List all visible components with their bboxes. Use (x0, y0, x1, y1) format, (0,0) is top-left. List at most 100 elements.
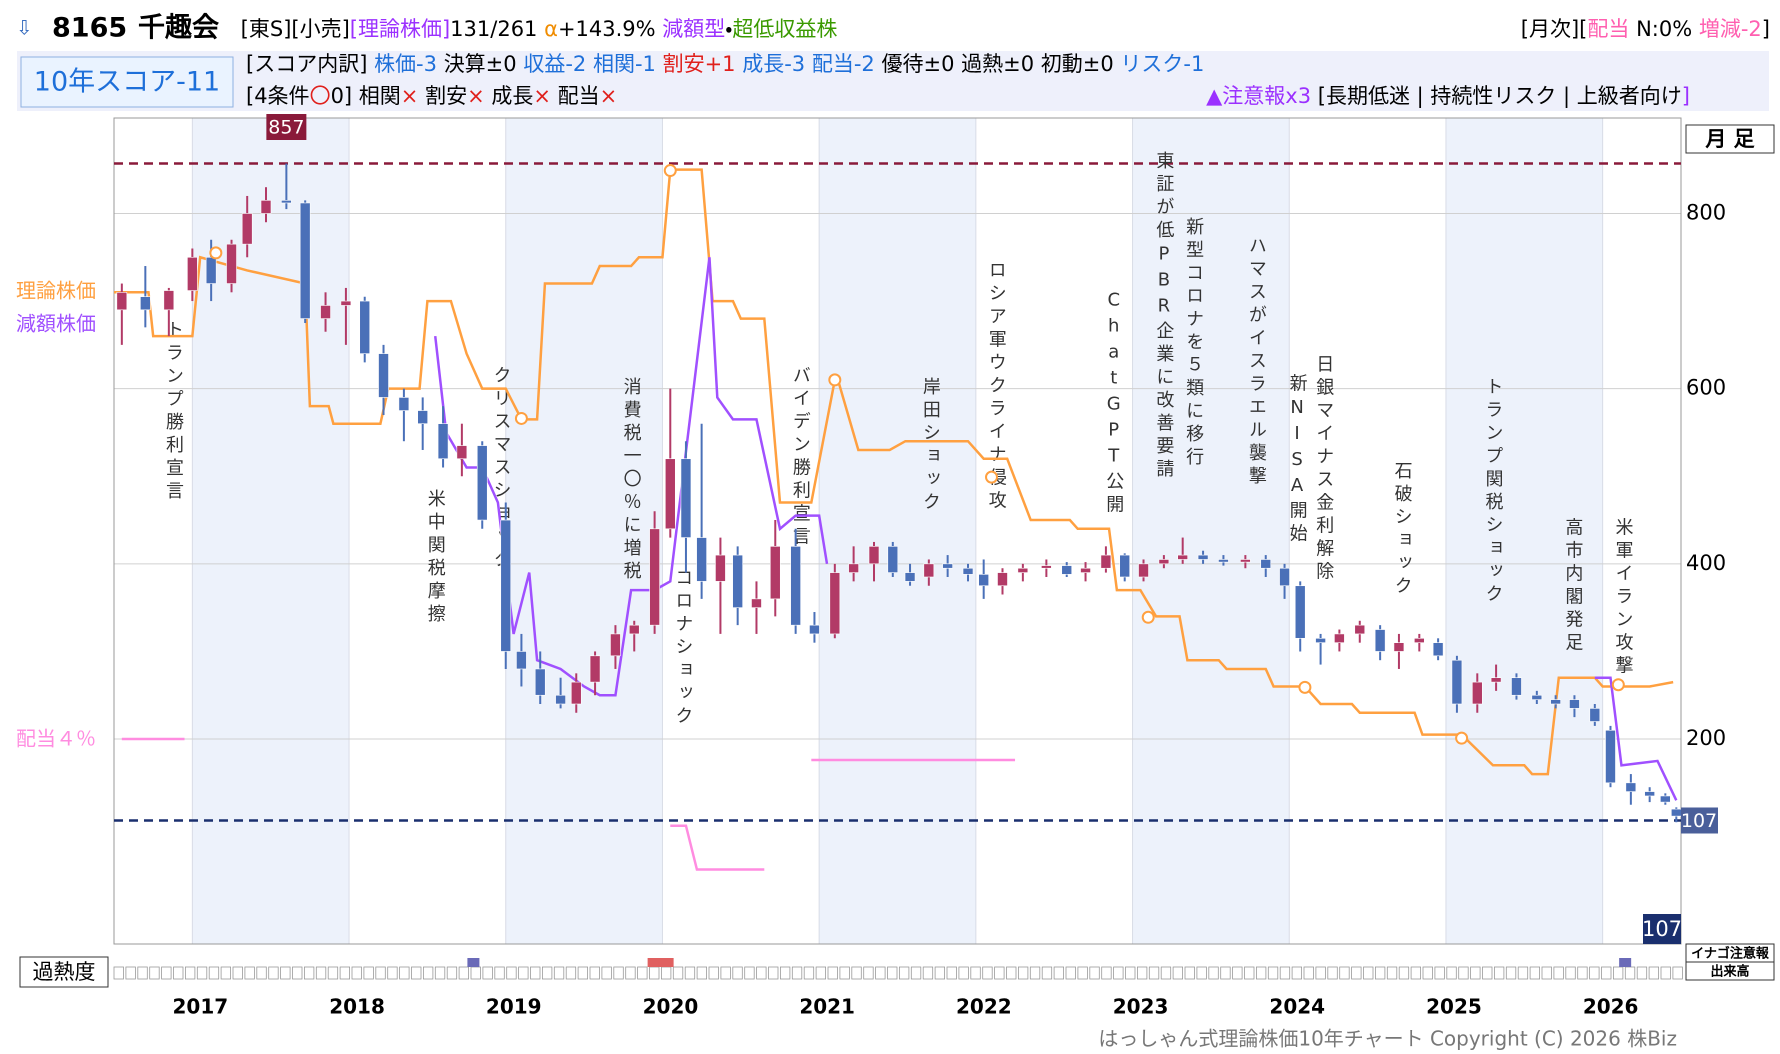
overheat-cell (434, 966, 446, 980)
candle-body (1061, 565, 1073, 575)
candle-body (923, 563, 935, 578)
icon: ⇩ (16, 16, 33, 40)
overheat-cell (411, 966, 422, 980)
candle-body (1511, 677, 1522, 696)
event-label: 新型コロナを５類に移行 (1183, 217, 1204, 470)
overheat-cell (744, 966, 755, 980)
candle-body (848, 563, 859, 573)
candle-body (476, 445, 488, 521)
candle-body (1660, 795, 1671, 803)
candle-body (1100, 554, 1112, 569)
candle-body (260, 200, 272, 214)
series-marker (1298, 680, 1312, 694)
header-segment: [スコア内訳] (246, 52, 374, 76)
overheat-cell (1494, 966, 1505, 980)
header-segment: 決算±0 (444, 52, 524, 76)
overheat-cell (613, 966, 624, 980)
volume-label: イナゴ注意報 (1691, 946, 1770, 962)
overheat-cell (1339, 966, 1350, 980)
legend-label: 理論株価 (16, 279, 96, 303)
overheat-cell (1220, 966, 1231, 980)
header-segment: × (533, 84, 557, 108)
overheat-cell (720, 966, 731, 980)
overheat-cell (184, 966, 196, 980)
candle-body (696, 537, 707, 582)
overheat-cell (1648, 966, 1659, 980)
x-tick-label: 2022 (956, 995, 1012, 1019)
series-marker (1141, 610, 1155, 624)
year-band (1132, 118, 1290, 944)
overheat-cell (1505, 966, 1517, 980)
candle-body (1374, 629, 1386, 652)
legend-label: 配当４％ (16, 727, 96, 751)
year-band (1445, 118, 1603, 944)
candle-body (1041, 565, 1052, 569)
candle-body (829, 572, 841, 635)
x-tick-label: 2026 (1583, 995, 1639, 1019)
high-label: 857 (268, 117, 304, 139)
overheat-cell (553, 966, 565, 980)
overheat-cell (1470, 966, 1481, 980)
series-marker (663, 164, 677, 178)
header-segment: [月次][ (1521, 17, 1588, 41)
header-segment: +143.9% (558, 17, 662, 41)
series-line (121, 737, 1016, 871)
candle-body (1490, 677, 1502, 683)
overheat-cell (1363, 966, 1374, 980)
overheat-cell (589, 966, 600, 980)
overheat-cell (125, 966, 136, 980)
candle-body (1080, 567, 1091, 573)
candle-body (1569, 699, 1580, 709)
overheat-label: 過熱度 (33, 960, 96, 984)
overheat-cell (565, 966, 577, 980)
candle-body (1138, 563, 1149, 578)
overheat-cell (1434, 966, 1445, 980)
candle-body (1119, 554, 1131, 578)
overheat-cell (458, 966, 470, 980)
overheat-cell (1137, 966, 1148, 980)
overheat-cell (1327, 966, 1338, 980)
overheat-cell (732, 966, 743, 980)
candle-body (887, 546, 899, 573)
candle-body (378, 353, 389, 398)
series-marker (985, 470, 999, 484)
overheat-cell (1053, 966, 1064, 980)
overheat-cell (1279, 966, 1291, 980)
header-segment: 増減-2 (1699, 17, 1762, 41)
candle-body (715, 554, 726, 582)
overheat-cell (1624, 966, 1636, 980)
header-segment: [東S][小売] (234, 17, 350, 41)
overheat-cell (518, 966, 529, 980)
candle-body (628, 624, 640, 635)
series-marker (828, 373, 842, 387)
overheat-cell (470, 966, 481, 980)
overheat-cell (1113, 966, 1124, 980)
header-segment: ] (1762, 17, 1770, 41)
candle-body (1158, 559, 1170, 565)
overheat-cell (756, 966, 767, 980)
overheat-cell (922, 966, 934, 980)
event-label: 東証が低PBR企業に改善要請 (1153, 151, 1174, 482)
overheat-cell (1482, 966, 1493, 980)
low-label-bottom: 107 (1642, 917, 1682, 941)
header-segment: ・ (725, 17, 732, 41)
x-tick-label: 2023 (1113, 995, 1169, 1019)
candle-body (1451, 659, 1463, 705)
overheat-cell (1529, 966, 1540, 980)
overheat-cell (839, 966, 850, 980)
overheat-cell (244, 966, 255, 980)
overheat-cell (1351, 966, 1362, 980)
overheat-cell (601, 966, 612, 980)
header-row2: [スコア内訳] 株価-3 決算±0 収益-2 相関-1 割安+1 成長-3 配当… (246, 52, 1204, 76)
event-label: 新NISA開始 (1287, 374, 1308, 547)
candle-body (962, 567, 974, 575)
overheat-flag (1619, 958, 1632, 967)
candle-body (398, 397, 410, 411)
overheat-cell (1315, 966, 1326, 980)
x-tick-label: 2018 (329, 995, 385, 1019)
candle-body (116, 292, 128, 311)
header-segment: 配当-2 (812, 52, 882, 76)
overheat-cell (1589, 966, 1600, 980)
